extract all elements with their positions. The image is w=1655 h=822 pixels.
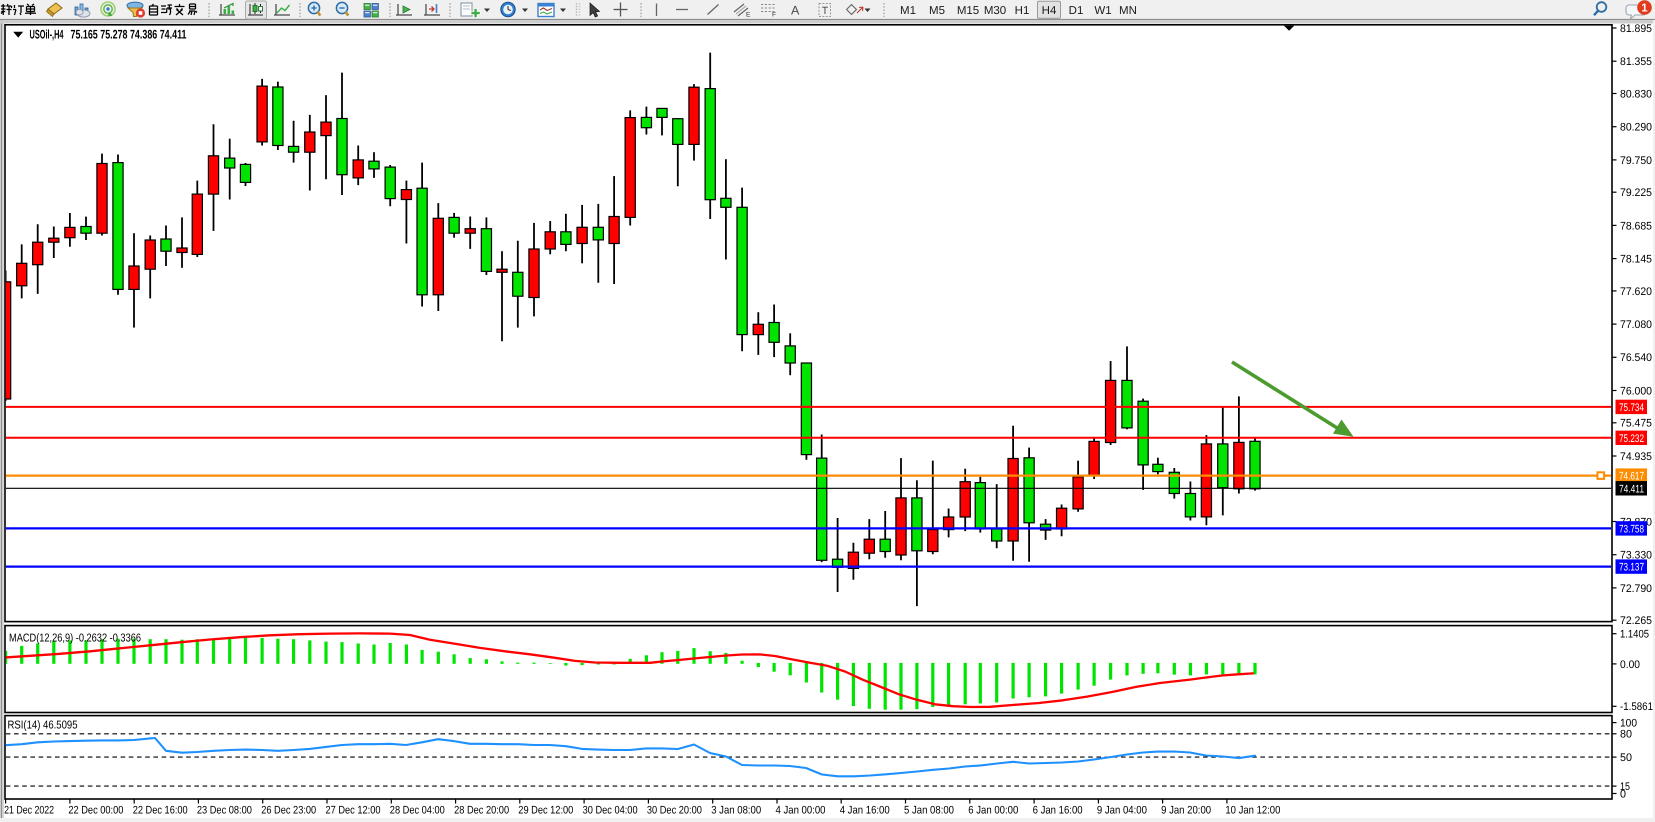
svg-text:H1: H1 [1015, 5, 1030, 17]
svg-text:15: 15 [1620, 781, 1630, 793]
svg-text:9 Jan 04:00: 9 Jan 04:00 [1097, 805, 1147, 817]
svg-text:79.225: 79.225 [1620, 187, 1652, 199]
svg-text:80: 80 [1620, 729, 1632, 741]
svg-text:D1: D1 [1069, 5, 1084, 17]
svg-text:73.137: 73.137 [1619, 562, 1644, 574]
svg-text:27 Dec 12:00: 27 Dec 12:00 [326, 805, 381, 817]
svg-text:28 Dec 04:00: 28 Dec 04:00 [390, 805, 445, 817]
svg-text:21 Dec 2022: 21 Dec 2022 [4, 805, 54, 817]
svg-text:74.411: 74.411 [1619, 483, 1644, 495]
svg-text:73.330: 73.330 [1620, 550, 1652, 562]
svg-text:0.00: 0.00 [1620, 659, 1640, 671]
svg-text:75.734: 75.734 [1619, 402, 1644, 414]
svg-text:M15: M15 [957, 5, 979, 17]
svg-text:6 Jan 00:00: 6 Jan 00:00 [968, 805, 1018, 817]
svg-text:26 Dec 23:00: 26 Dec 23:00 [261, 805, 316, 817]
svg-text:72.265: 72.265 [1620, 615, 1652, 627]
svg-text:F: F [772, 12, 776, 19]
svg-text:75.232: 75.232 [1619, 433, 1644, 445]
svg-text:23 Dec 08:00: 23 Dec 08:00 [197, 805, 252, 817]
svg-text:5 Jan 08:00: 5 Jan 08:00 [904, 805, 954, 817]
svg-text:75.165 75.278 74.386 74.411: 75.165 75.278 74.386 74.411 [71, 27, 187, 41]
svg-text:M30: M30 [984, 5, 1006, 17]
svg-text:73.758: 73.758 [1619, 524, 1644, 536]
svg-text:4 Jan 16:00: 4 Jan 16:00 [840, 805, 890, 817]
svg-text:T: T [822, 5, 829, 17]
svg-text:6 Jan 16:00: 6 Jan 16:00 [1033, 805, 1083, 817]
svg-text:81.355: 81.355 [1620, 56, 1652, 68]
svg-text:50: 50 [1620, 752, 1632, 764]
svg-text:RSI(14) 46.5095: RSI(14) 46.5095 [8, 720, 78, 732]
svg-text:W1: W1 [1094, 5, 1111, 17]
svg-text:M1: M1 [900, 5, 916, 17]
svg-text:100: 100 [1620, 718, 1637, 730]
svg-text:80.290: 80.290 [1620, 122, 1652, 134]
svg-text:81.895: 81.895 [1620, 23, 1652, 35]
svg-text:-1.5861: -1.5861 [1620, 701, 1653, 713]
svg-text:78.685: 78.685 [1620, 220, 1652, 232]
svg-text:75.475: 75.475 [1620, 418, 1652, 430]
svg-text:M5: M5 [929, 5, 945, 17]
svg-text:76.000: 76.000 [1620, 385, 1652, 397]
svg-text:30 Dec 20:00: 30 Dec 20:00 [647, 805, 702, 817]
svg-text:76.540: 76.540 [1620, 352, 1652, 364]
svg-text:MACD(12,26,9) -0.2632 -0.3366: MACD(12,26,9) -0.2632 -0.3366 [9, 633, 141, 645]
svg-text:9 Jan 20:00: 9 Jan 20:00 [1161, 805, 1211, 817]
svg-text:0: 0 [1620, 788, 1626, 800]
svg-text:E: E [746, 12, 751, 19]
svg-text:MN: MN [1119, 5, 1137, 17]
svg-text:72.790: 72.790 [1620, 583, 1652, 595]
svg-text:3 Jan 08:00: 3 Jan 08:00 [711, 805, 761, 817]
svg-text:79.750: 79.750 [1620, 155, 1652, 167]
svg-text:77.620: 77.620 [1620, 286, 1652, 298]
svg-text:77.080: 77.080 [1620, 319, 1652, 331]
svg-text:H4: H4 [1042, 5, 1057, 17]
svg-text:29 Dec 12:00: 29 Dec 12:00 [518, 805, 573, 817]
svg-text:78.145: 78.145 [1620, 254, 1652, 266]
svg-text:30 Dec 04:00: 30 Dec 04:00 [583, 805, 638, 817]
svg-text:22 Dec 00:00: 22 Dec 00:00 [68, 805, 123, 817]
svg-text:A: A [791, 4, 800, 18]
svg-text:4 Jan 00:00: 4 Jan 00:00 [776, 805, 826, 817]
svg-text:22 Dec 16:00: 22 Dec 16:00 [133, 805, 188, 817]
svg-text:USOil-,H4: USOil-,H4 [30, 27, 64, 41]
svg-text:1.1405: 1.1405 [1620, 629, 1649, 641]
svg-text:80.830: 80.830 [1620, 88, 1652, 100]
svg-text:74.935: 74.935 [1620, 451, 1652, 463]
svg-text:74.617: 74.617 [1619, 471, 1644, 483]
svg-text:10 Jan 12:00: 10 Jan 12:00 [1225, 805, 1280, 817]
svg-text:28 Dec 20:00: 28 Dec 20:00 [454, 805, 509, 817]
svg-text:1: 1 [1641, 3, 1648, 15]
